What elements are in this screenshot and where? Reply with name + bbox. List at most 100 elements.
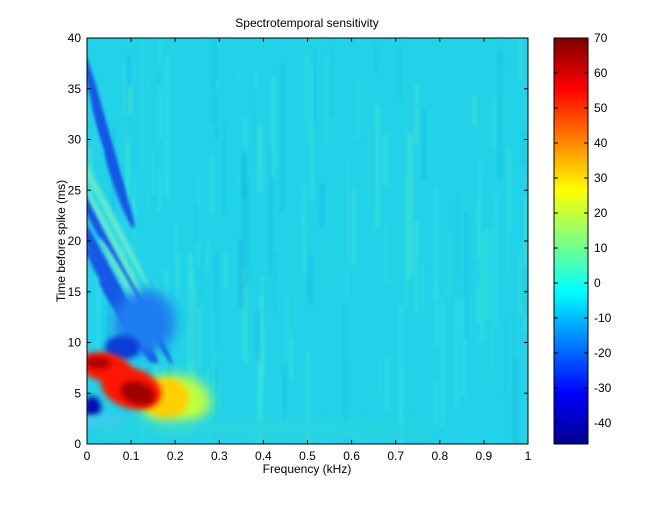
x-axis: 0 0.1 0.2 0.3 0.4 0.5 0.6 0.7 0.8 0.9 1 bbox=[84, 38, 532, 463]
texture-stripe bbox=[128, 84, 133, 116]
texture-stripe bbox=[290, 336, 294, 380]
texture-stripe bbox=[238, 238, 243, 309]
texture-stripe bbox=[379, 355, 382, 397]
texture-stripe bbox=[319, 183, 325, 228]
x-tick-label: 0.1 bbox=[123, 449, 140, 463]
texture-stripe bbox=[494, 193, 498, 327]
texture-stripe bbox=[135, 202, 137, 283]
texture-stripe bbox=[188, 254, 193, 392]
texture-stripe bbox=[464, 212, 468, 339]
heatmap bbox=[87, 38, 528, 444]
texture-stripe bbox=[176, 252, 180, 297]
colorbar-axis: 70 60 50 40 30 20 10 0 -10 -20 -30 -40 bbox=[554, 31, 612, 430]
x-tick-label: 0.2 bbox=[167, 449, 184, 463]
colorbar-tick-label: 20 bbox=[594, 206, 608, 220]
texture-stripe bbox=[113, 293, 117, 379]
x-axis-label: Frequency (kHz) bbox=[263, 462, 352, 476]
texture-stripe bbox=[325, 56, 328, 142]
texture-stripe bbox=[461, 297, 466, 396]
texture-stripe bbox=[210, 157, 214, 215]
colorbar-tick-label: 70 bbox=[594, 31, 608, 45]
colorbar-tick-label: 30 bbox=[594, 171, 608, 185]
y-tick-label: 10 bbox=[68, 336, 82, 350]
negative-region bbox=[104, 335, 140, 360]
texture-stripe bbox=[434, 380, 438, 424]
y-tick-label: 20 bbox=[68, 234, 82, 248]
texture-stripe bbox=[196, 204, 199, 243]
colorbar-tick-label: -40 bbox=[594, 416, 612, 430]
texture-stripe bbox=[455, 295, 459, 409]
y-tick-label: 5 bbox=[74, 386, 81, 400]
texture-stripe bbox=[281, 64, 285, 211]
x-tick-label: 0.4 bbox=[255, 449, 272, 463]
x-tick-label: 0.3 bbox=[211, 449, 228, 463]
texture-stripe bbox=[331, 46, 335, 116]
colorbar-tick-label: -30 bbox=[594, 381, 612, 395]
colorbar-tick-label: 0 bbox=[594, 276, 601, 290]
texture-stripe bbox=[197, 307, 202, 369]
texture-stripe bbox=[242, 157, 247, 305]
texture-stripe bbox=[192, 287, 196, 394]
y-tick-label: 35 bbox=[68, 82, 82, 96]
positive-stripe bbox=[87, 178, 147, 304]
texture-stripe bbox=[164, 55, 170, 198]
texture-stripe bbox=[215, 91, 219, 139]
texture-stripe bbox=[351, 189, 355, 265]
texture-stripe bbox=[414, 83, 419, 146]
heatmap-features bbox=[87, 50, 440, 437]
negative-pocket bbox=[87, 396, 102, 419]
texture-stripe bbox=[93, 82, 97, 152]
x-tick-label: 0.8 bbox=[431, 449, 448, 463]
texture-stripe bbox=[310, 65, 314, 201]
y-tick-label: 40 bbox=[68, 31, 82, 45]
texture-stripe bbox=[236, 74, 239, 187]
texture-stripe bbox=[493, 95, 497, 149]
texture-stripe bbox=[214, 251, 218, 348]
texture-stripe bbox=[472, 95, 477, 127]
texture-stripe bbox=[258, 124, 263, 192]
texture-stripe bbox=[406, 132, 410, 282]
positive-peak-core bbox=[120, 381, 155, 406]
colorbar-tick-label: -20 bbox=[594, 346, 612, 360]
texture-stripe bbox=[96, 223, 101, 354]
texture-stripe bbox=[212, 38, 216, 123]
texture-stripe bbox=[215, 365, 218, 444]
y-axis: 0 5 10 15 20 25 30 35 40 bbox=[68, 31, 528, 451]
texture-stripe bbox=[344, 304, 349, 444]
texture-stripe bbox=[520, 129, 525, 167]
texture-stripe bbox=[383, 134, 388, 186]
texture-stripe bbox=[456, 193, 460, 277]
texture-stripe bbox=[253, 89, 257, 163]
texture-stripe bbox=[125, 143, 130, 226]
colorbar-tick-label: 10 bbox=[594, 241, 608, 255]
texture-stripe bbox=[478, 156, 481, 217]
colorbar-tick-label: 60 bbox=[594, 66, 608, 80]
texture-stripe bbox=[160, 89, 163, 140]
texture-stripe bbox=[157, 84, 162, 213]
texture-stripe bbox=[490, 226, 494, 375]
texture-stripe bbox=[146, 79, 151, 211]
texture-stripe bbox=[514, 357, 518, 444]
texture-stripe bbox=[484, 229, 489, 322]
texture-stripe bbox=[523, 195, 528, 331]
texture-stripe bbox=[186, 307, 189, 421]
texture-stripe bbox=[302, 179, 307, 266]
texture-stripe bbox=[151, 151, 155, 196]
texture-stripe bbox=[133, 177, 136, 235]
texture-stripe bbox=[421, 263, 424, 310]
texture-stripe bbox=[368, 130, 371, 204]
texture-stripe bbox=[347, 157, 350, 263]
texture-stripe bbox=[446, 231, 451, 298]
texture-stripe bbox=[518, 39, 523, 82]
texture-stripe bbox=[479, 269, 484, 343]
texture-stripe bbox=[313, 50, 316, 127]
texture-stripe bbox=[504, 314, 506, 395]
texture-stripe bbox=[268, 145, 272, 274]
texture-stripe bbox=[512, 313, 516, 444]
y-tick-label: 0 bbox=[74, 437, 81, 451]
positive-band-core bbox=[87, 356, 112, 369]
texture-stripe bbox=[375, 104, 380, 230]
texture-stripe bbox=[261, 324, 264, 376]
colorbar bbox=[553, 37, 589, 445]
